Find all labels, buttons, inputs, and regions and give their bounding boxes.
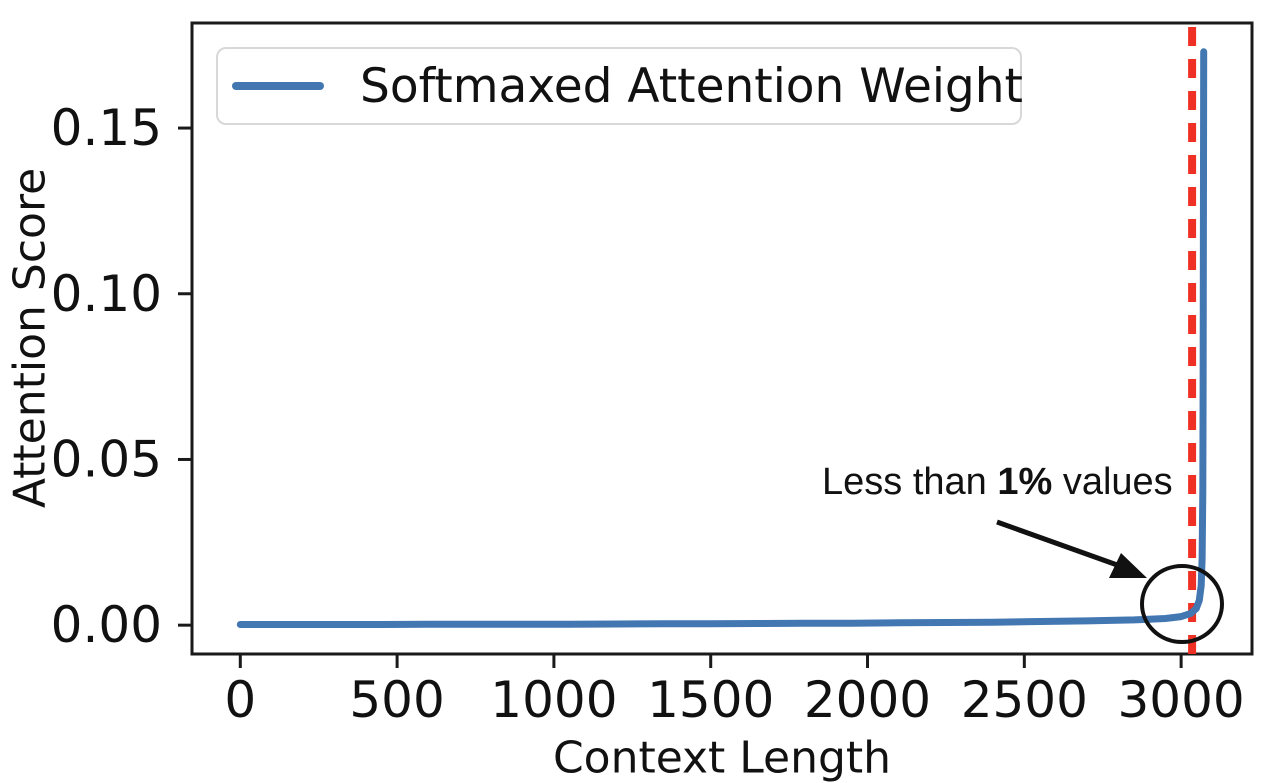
- y-axis-ticks: 0.00 0.05 0.10 0.15: [51, 99, 192, 654]
- plot-frame: [190, 21, 1254, 656]
- x-tick-label: 2000: [804, 671, 931, 729]
- annotation-arrow-head: [1109, 553, 1147, 578]
- annotation-prefix: Less than: [822, 461, 998, 503]
- y-axis-label: Attention Score: [4, 167, 56, 509]
- y-tick-label: 0.15: [51, 99, 162, 157]
- legend-line-swatch: [232, 82, 324, 90]
- x-tick-label: 2500: [961, 671, 1088, 729]
- y-tick-label: 0.05: [51, 430, 162, 488]
- annotation-bold: 1%: [997, 461, 1053, 503]
- annotation-suffix: values: [1052, 461, 1173, 503]
- x-tick-label: 1000: [490, 671, 617, 729]
- attention-line-series: [236, 48, 1208, 628]
- x-tick-label: 0: [224, 671, 256, 729]
- x-axis-label: Context Length: [552, 732, 892, 783]
- series-line: [236, 48, 1208, 628]
- x-tick-label: 500: [349, 671, 444, 729]
- legend-label: Softmaxed Attention Weight: [360, 58, 1023, 114]
- annotation-text: Less than 1% values: [822, 461, 1173, 504]
- y-tick-label: 0.10: [51, 265, 162, 323]
- y-tick-label: 0.00: [51, 596, 162, 654]
- legend: Softmaxed Attention Weight: [216, 47, 1023, 125]
- x-axis-ticks: 0 500 1000 1500 2000 2500 3000: [224, 654, 1245, 729]
- x-tick-label: 1500: [647, 671, 774, 729]
- x-tick-label: 3000: [1117, 671, 1244, 729]
- annotation-arrow-shaft: [996, 519, 1121, 569]
- highlight-circle: [1140, 564, 1224, 644]
